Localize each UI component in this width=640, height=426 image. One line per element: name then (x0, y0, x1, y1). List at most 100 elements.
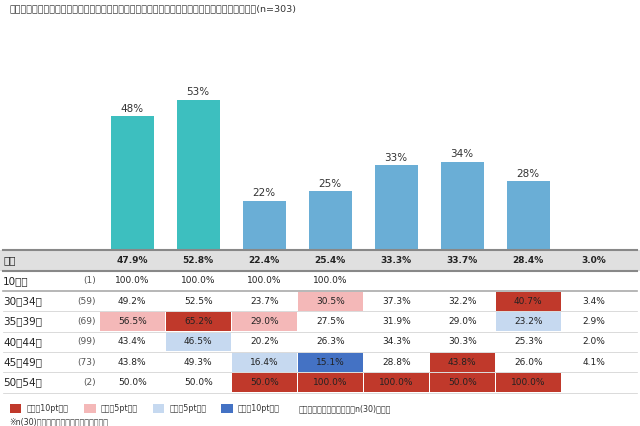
Bar (111, 116, 154, 273)
Text: 20.2%: 20.2% (250, 337, 278, 346)
Text: 100.0%: 100.0% (115, 276, 150, 285)
Text: 30.3%: 30.3% (448, 337, 477, 346)
Text: (69): (69) (77, 317, 96, 326)
Bar (308, 191, 351, 273)
Text: 50～54歳: 50～54歳 (3, 377, 42, 388)
Text: 22.4%: 22.4% (248, 256, 280, 265)
Text: 成果が形と
して残るた
め、子ども
自身が達成
感を得やす
い: 成果が形と して残るた め、子ども 自身が達成 感を得やす い (452, 282, 473, 327)
Text: 32.2%: 32.2% (448, 296, 476, 306)
FancyBboxPatch shape (0, 372, 640, 393)
Text: 鉛筆で書く紙の教材に取り組むメリットはどんなところにあると思いますか？（複数選択可）　(n=303): 鉛筆で書く紙の教材に取り組むメリットはどんなところにあると思いますか？（複数選択… (10, 4, 296, 13)
Text: 手で書くこ
とによって
知識が記
憶として定
着する: 手で書くこ とによって 知識が記 憶として定 着する (188, 282, 209, 320)
Text: 25.4%: 25.4% (315, 256, 346, 265)
Text: 50.0%: 50.0% (448, 378, 477, 387)
Text: 全体－10pt以下: 全体－10pt以下 (238, 404, 280, 413)
FancyBboxPatch shape (0, 250, 640, 271)
Text: 25%: 25% (319, 178, 342, 189)
Text: 22%: 22% (253, 188, 276, 199)
Text: 65.2%: 65.2% (184, 317, 212, 326)
Text: 28.8%: 28.8% (382, 358, 410, 367)
Text: 全体: 全体 (3, 256, 16, 265)
Text: 全体－5pt以下: 全体－5pt以下 (169, 404, 207, 413)
Text: 43.8%: 43.8% (118, 358, 147, 367)
FancyBboxPatch shape (166, 312, 230, 331)
Text: 49.2%: 49.2% (118, 296, 147, 306)
Text: 50.0%: 50.0% (184, 378, 212, 387)
FancyBboxPatch shape (298, 373, 362, 392)
Text: あてはまる
ものはない
／特にメリ
ットは感じ
ていない: あてはまる ものはない ／特にメリ ットは感じ ていない (584, 282, 605, 320)
Text: 全体＋5pt以上: 全体＋5pt以上 (101, 404, 138, 413)
Text: 47.9%: 47.9% (116, 256, 148, 265)
Text: 31.9%: 31.9% (382, 317, 411, 326)
FancyBboxPatch shape (0, 271, 640, 291)
FancyBboxPatch shape (298, 292, 362, 311)
Text: (1): (1) (83, 276, 96, 285)
Text: 100.0%: 100.0% (313, 276, 348, 285)
Bar (507, 181, 550, 273)
FancyBboxPatch shape (100, 312, 164, 331)
Text: 28.4%: 28.4% (513, 256, 544, 265)
Text: (59): (59) (77, 296, 96, 306)
Text: 56.5%: 56.5% (118, 317, 147, 326)
Text: 25.3%: 25.3% (514, 337, 543, 346)
Text: 2.9%: 2.9% (583, 317, 605, 326)
Text: 15.1%: 15.1% (316, 358, 344, 367)
FancyBboxPatch shape (10, 404, 21, 413)
Text: 50.0%: 50.0% (118, 378, 147, 387)
FancyBboxPatch shape (430, 373, 495, 392)
FancyBboxPatch shape (152, 404, 164, 413)
FancyBboxPatch shape (232, 353, 296, 371)
Bar (375, 165, 418, 273)
Text: (2): (2) (83, 378, 96, 387)
Text: 23.7%: 23.7% (250, 296, 278, 306)
Text: 2.0%: 2.0% (583, 337, 605, 346)
FancyBboxPatch shape (232, 373, 296, 392)
FancyBboxPatch shape (166, 333, 230, 351)
Text: 文字を書く
練習ができ
る: 文字を書く 練習ができ る (122, 282, 143, 304)
Text: 100.0%: 100.0% (313, 378, 348, 387)
Text: 53%: 53% (187, 87, 210, 98)
FancyBboxPatch shape (232, 312, 296, 331)
FancyBboxPatch shape (364, 373, 429, 392)
FancyBboxPatch shape (0, 352, 640, 372)
Text: 33%: 33% (385, 153, 408, 163)
Text: 全体＋10pt以上: 全体＋10pt以上 (26, 404, 68, 413)
Text: 100.0%: 100.0% (247, 276, 282, 285)
Text: 34%: 34% (451, 149, 474, 159)
Text: 3.0%: 3.0% (582, 256, 607, 265)
Bar (441, 162, 484, 273)
Text: 26.3%: 26.3% (316, 337, 344, 346)
Bar (573, 263, 616, 273)
Text: 23.2%: 23.2% (514, 317, 543, 326)
Text: 40.7%: 40.7% (514, 296, 543, 306)
Text: 100.0%: 100.0% (379, 378, 413, 387)
FancyBboxPatch shape (298, 353, 362, 371)
Text: (99): (99) (77, 337, 96, 346)
Text: 30～34歳: 30～34歳 (3, 296, 42, 306)
Text: 50.0%: 50.0% (250, 378, 278, 387)
Text: 29.0%: 29.0% (448, 317, 477, 326)
Text: 48%: 48% (120, 104, 144, 114)
Text: 43.8%: 43.8% (448, 358, 477, 367)
Text: 30.5%: 30.5% (316, 296, 344, 306)
Text: 34.3%: 34.3% (382, 337, 410, 346)
Text: 電子デバイ
スに比べて
目に優しい: 電子デバイ スに比べて 目に優しい (253, 282, 275, 304)
FancyBboxPatch shape (430, 353, 495, 371)
Text: ※n(30)未満はサンプル僅少のため参考値: ※n(30)未満はサンプル僅少のため参考値 (10, 417, 109, 426)
Text: 46.5%: 46.5% (184, 337, 212, 346)
Text: 37.3%: 37.3% (382, 296, 411, 306)
FancyBboxPatch shape (221, 404, 233, 413)
FancyBboxPatch shape (0, 332, 640, 352)
Text: 28%: 28% (516, 169, 540, 179)
Text: 3.4%: 3.4% (583, 296, 605, 306)
Text: 4.1%: 4.1% (583, 358, 605, 367)
Text: 43.4%: 43.4% (118, 337, 147, 346)
Text: 100.0%: 100.0% (181, 276, 216, 285)
Text: 16.4%: 16.4% (250, 358, 278, 367)
Bar (243, 201, 285, 273)
Text: 52.8%: 52.8% (182, 256, 214, 265)
Text: 49.3%: 49.3% (184, 358, 212, 367)
Text: デジタルの
誘惑がない
ぶん、集中
力がアップ
する: デジタルの 誘惑がない ぶん、集中 力がアップ する (319, 282, 341, 320)
Text: 33.7%: 33.7% (447, 256, 478, 265)
FancyBboxPatch shape (496, 292, 561, 311)
